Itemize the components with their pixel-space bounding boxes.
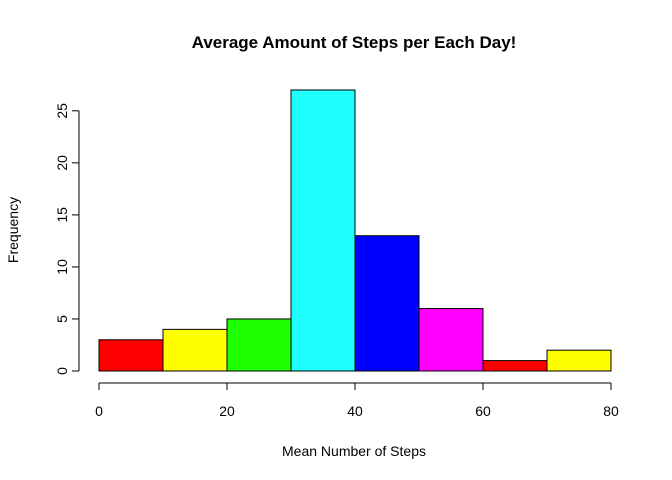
- x-tick-label: 80: [603, 403, 619, 419]
- bars-group: [98, 89, 612, 372]
- histogram-bar-40-50: [354, 235, 420, 372]
- chart-title: Average Amount of Steps per Each Day!: [192, 33, 517, 52]
- y-axis-label: Frequency: [5, 197, 21, 263]
- histogram-bar-30-40: [290, 89, 356, 372]
- x-tick-label: 20: [219, 403, 235, 419]
- histogram-bar-70-80: [546, 349, 612, 372]
- histogram-bar-50-60: [418, 308, 484, 372]
- x-axis-label: Mean Number of Steps: [282, 443, 426, 459]
- histogram-bar-20-30: [226, 318, 292, 372]
- x-tick-label: 40: [347, 403, 363, 419]
- x-tick-label: 0: [95, 403, 103, 419]
- y-tick-label: 15: [54, 207, 70, 223]
- y-tick-label: 10: [54, 259, 70, 275]
- x-axis: 0 20 40 60 80: [95, 382, 619, 419]
- histogram-bar-0-10: [98, 339, 164, 372]
- y-tick-label: 25: [54, 103, 70, 119]
- y-tick-label: 0: [54, 367, 70, 375]
- histogram-bar-10-20: [162, 328, 228, 372]
- y-tick-label: 5: [54, 315, 70, 323]
- y-tick-label: 20: [54, 155, 70, 171]
- y-axis: 0 5 10 15 20 25: [54, 103, 80, 375]
- histogram-bar-60-70: [482, 360, 548, 372]
- x-tick-label: 60: [475, 403, 491, 419]
